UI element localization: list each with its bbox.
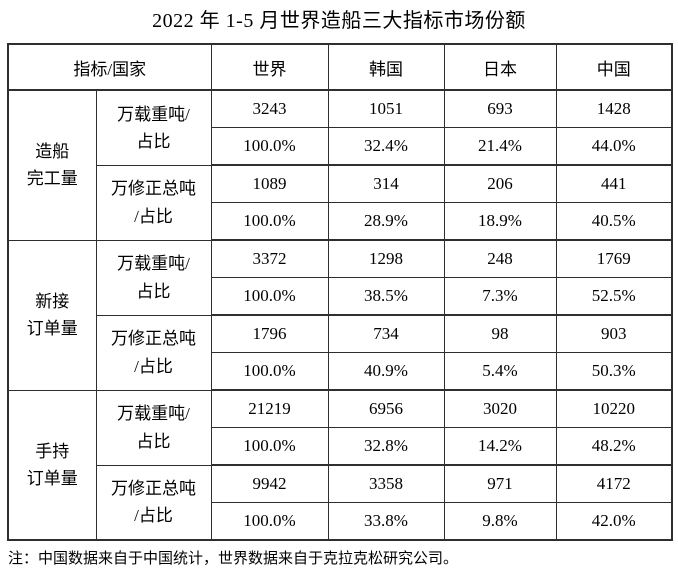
share-cell: 100.0% <box>210 352 329 391</box>
table-row: 万修正总吨 /占比 9942 3358 971 4172 <box>8 464 673 541</box>
column-header-world: 世界 <box>210 43 329 91</box>
metric-label-line: 占比 <box>136 131 171 151</box>
value-cell: 1089 <box>210 164 329 203</box>
metric-label-dwt: 万载重吨/ 占比 <box>95 89 212 166</box>
value-cell: 693 <box>443 89 557 128</box>
group-label-new-orders: 新接 订单量 <box>7 239 97 391</box>
metric-label-dwt: 万载重吨/ 占比 <box>95 239 212 316</box>
value-cell: 3372 <box>210 239 329 278</box>
value-cell: 1298 <box>327 239 445 278</box>
group-label-order-backlog: 手持 订单量 <box>7 389 97 541</box>
share-cell: 38.5% <box>327 277 445 316</box>
group-label-line: 造船 <box>35 142 70 162</box>
column-header-china: 中国 <box>555 43 673 91</box>
group-label-line: 完工量 <box>26 169 78 189</box>
value-cell: 1796 <box>210 314 329 353</box>
metric-label-line: /占比 <box>134 206 173 226</box>
share-cell: 9.8% <box>443 502 557 541</box>
share-cell: 18.9% <box>443 202 557 241</box>
share-cell: 100.0% <box>210 502 329 541</box>
value-cell: 98 <box>443 314 557 353</box>
metric-label-cgt: 万修正总吨 /占比 <box>95 464 212 541</box>
share-cell: 7.3% <box>443 277 557 316</box>
share-cell: 32.8% <box>327 427 445 466</box>
share-cell: 42.0% <box>555 502 673 541</box>
table-row: 100.0% 32.8% 14.2% 48.2% <box>8 427 673 466</box>
table-row: 造船 完工量 万载重吨/ 占比 3243 1051 693 1428 <box>7 89 673 241</box>
value-cell: 3243 <box>210 89 329 128</box>
table-header-row: 指标/国家 世界 韩国 日本 中国 <box>7 43 673 91</box>
share-cell: 5.4% <box>443 352 557 391</box>
value-cell: 314 <box>327 164 445 203</box>
value-cell: 1428 <box>555 89 673 128</box>
share-cell: 50.3% <box>555 352 673 391</box>
value-cell: 3020 <box>443 389 557 428</box>
value-cell: 9942 <box>210 464 329 503</box>
metric-label-line: 万载重吨/ <box>117 254 190 274</box>
metric-label-line: /占比 <box>134 506 173 526</box>
share-cell: 100.0% <box>210 277 329 316</box>
table-row: 新接 订单量 万载重吨/ 占比 3372 1298 248 1769 <box>7 239 673 391</box>
group-label-line: 手持 <box>35 441 70 461</box>
value-cell: 1051 <box>327 89 445 128</box>
table-row: 100.0% 32.4% 21.4% 44.0% <box>8 127 673 166</box>
share-cell: 33.8% <box>327 502 445 541</box>
metric-label-line: 万载重吨/ <box>117 404 190 424</box>
share-cell: 28.9% <box>327 202 445 241</box>
value-cell: 903 <box>555 314 673 353</box>
share-cell: 21.4% <box>443 127 557 166</box>
column-header-korea: 韩国 <box>327 43 445 91</box>
share-cell: 14.2% <box>443 427 557 466</box>
share-cell: 32.4% <box>327 127 445 166</box>
value-cell: 1769 <box>555 239 673 278</box>
footnote: 注：中国数据来自于中国统计，世界数据来自于克拉克松研究公司。 <box>8 551 459 567</box>
metric-label-line: 万修正总吨 <box>111 329 196 349</box>
metric-label-line: 万修正总吨 <box>111 179 196 199</box>
metric-label-line: 占比 <box>136 281 171 301</box>
share-cell: 100.0% <box>210 427 329 466</box>
share-cell: 40.5% <box>555 202 673 241</box>
metric-label-line: 占比 <box>136 431 171 451</box>
value-cell: 4172 <box>555 464 673 503</box>
share-cell: 48.2% <box>555 427 673 466</box>
metric-label-dwt: 万载重吨/ 占比 <box>95 389 212 466</box>
table-row: 100.0% 33.8% 9.8% 42.0% <box>8 502 673 541</box>
table-row: 手持 订单量 万载重吨/ 占比 21219 6956 3020 10220 <box>7 389 673 541</box>
market-share-table: 指标/国家 世界 韩国 日本 中国 造船 完工量 万载重吨/ 占比 3243 1… <box>7 43 674 541</box>
table-row: 万修正总吨 /占比 1089 314 206 441 <box>8 164 673 241</box>
value-cell: 21219 <box>210 389 329 428</box>
column-header-japan: 日本 <box>443 43 557 91</box>
group-label-completions: 造船 完工量 <box>7 89 97 241</box>
group-label-line: 订单量 <box>26 319 78 338</box>
value-cell: 441 <box>555 164 673 203</box>
share-cell: 44.0% <box>555 127 673 166</box>
value-cell: 6956 <box>327 389 445 428</box>
share-cell: 100.0% <box>210 127 329 166</box>
share-cell: 100.0% <box>210 202 329 241</box>
metric-label-line: 万载重吨/ <box>117 104 190 124</box>
group-label-line: 新接 <box>35 291 70 311</box>
share-cell: 40.9% <box>327 352 445 391</box>
value-cell: 3358 <box>327 464 445 503</box>
value-cell: 206 <box>443 164 557 203</box>
value-cell: 248 <box>443 239 557 278</box>
group-label-line: 订单量 <box>26 468 78 488</box>
value-cell: 971 <box>443 464 557 503</box>
share-cell: 52.5% <box>555 277 673 316</box>
table-row: 100.0% 38.5% 7.3% 52.5% <box>8 277 673 316</box>
metric-label-cgt: 万修正总吨 /占比 <box>95 164 212 241</box>
value-cell: 734 <box>327 314 445 353</box>
table-title: 2022 年 1-5 月世界造船三大指标市场份额 <box>152 10 526 32</box>
table-row: 100.0% 40.9% 5.4% 50.3% <box>8 352 673 391</box>
metric-label-cgt: 万修正总吨 /占比 <box>95 314 212 391</box>
metric-label-line: 万修正总吨 <box>111 479 196 499</box>
table-row: 100.0% 28.9% 18.9% 40.5% <box>8 202 673 241</box>
value-cell: 10220 <box>555 389 673 428</box>
metric-label-line: /占比 <box>134 356 173 376</box>
table-row: 万修正总吨 /占比 1796 734 98 903 <box>8 314 673 391</box>
corner-header-cell: 指标/国家 <box>7 43 212 91</box>
